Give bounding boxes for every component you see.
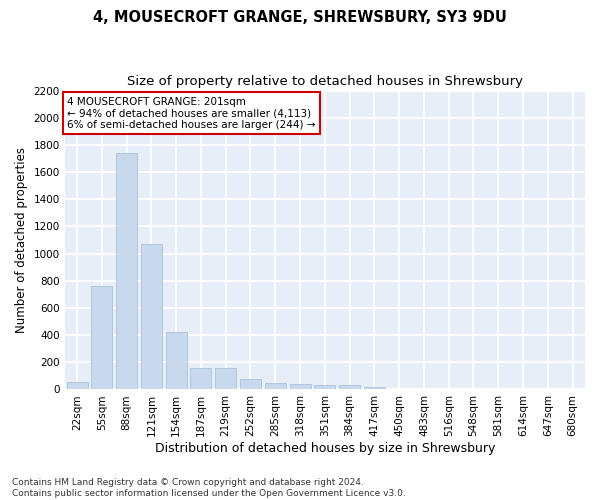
Bar bbox=[339, 386, 360, 390]
Title: Size of property relative to detached houses in Shrewsbury: Size of property relative to detached ho… bbox=[127, 75, 523, 88]
Bar bbox=[290, 384, 311, 390]
Bar bbox=[364, 388, 385, 390]
Text: 4 MOUSECROFT GRANGE: 201sqm
← 94% of detached houses are smaller (4,113)
6% of s: 4 MOUSECROFT GRANGE: 201sqm ← 94% of det… bbox=[67, 96, 316, 130]
Bar bbox=[190, 368, 211, 390]
Text: 4, MOUSECROFT GRANGE, SHREWSBURY, SY3 9DU: 4, MOUSECROFT GRANGE, SHREWSBURY, SY3 9D… bbox=[93, 10, 507, 25]
X-axis label: Distribution of detached houses by size in Shrewsbury: Distribution of detached houses by size … bbox=[155, 442, 495, 455]
Text: Contains HM Land Registry data © Crown copyright and database right 2024.
Contai: Contains HM Land Registry data © Crown c… bbox=[12, 478, 406, 498]
Bar bbox=[141, 244, 162, 390]
Y-axis label: Number of detached properties: Number of detached properties bbox=[15, 147, 28, 333]
Bar bbox=[215, 368, 236, 390]
Bar bbox=[116, 153, 137, 390]
Bar bbox=[166, 332, 187, 390]
Bar bbox=[265, 384, 286, 390]
Bar bbox=[314, 386, 335, 390]
Bar bbox=[91, 286, 112, 390]
Bar bbox=[240, 378, 261, 390]
Bar bbox=[67, 382, 88, 390]
